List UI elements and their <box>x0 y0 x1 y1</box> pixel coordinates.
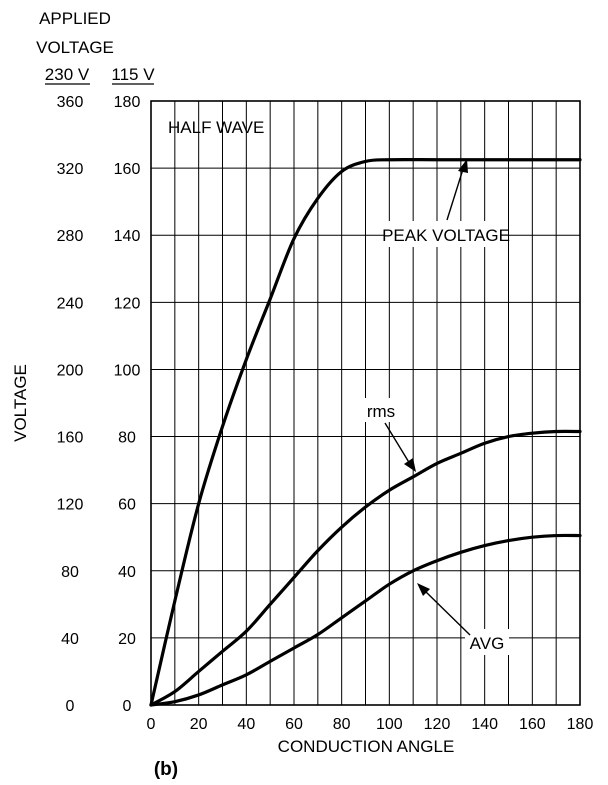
y-tick-label-230v: 0 <box>66 698 75 715</box>
rms-label-bg <box>364 398 398 422</box>
avg-pointer <box>423 589 471 636</box>
peak-voltage-curve <box>149 157 582 707</box>
y-tick-label-230v: 160 <box>57 430 84 447</box>
x-tick-label: 180 <box>567 716 594 733</box>
peak-voltage-pointer <box>446 165 465 221</box>
y-tick-label-115v: 100 <box>114 362 141 379</box>
x-tick-label: 0 <box>147 716 156 733</box>
rms-label: rms <box>367 402 395 421</box>
y-tick-label-230v: 360 <box>57 94 84 111</box>
x-tick-label: 20 <box>190 716 208 733</box>
y-tick-label-115v: 0 <box>123 698 132 715</box>
x-axis-label: CONDUCTION ANGLE <box>278 737 455 756</box>
rms-arrowhead <box>404 458 416 472</box>
y-tick-label-230v: 80 <box>61 564 79 581</box>
y-tick-label-230v: 200 <box>57 362 84 379</box>
avg-curve <box>149 533 582 707</box>
x-tick-label: 160 <box>519 716 546 733</box>
y-tick-label-115v: 180 <box>114 94 141 111</box>
chart-title: HALF WAVE <box>168 118 264 137</box>
avg-label: AVG <box>470 634 505 653</box>
y-tick-label-115v: 140 <box>114 228 141 245</box>
y-tick-label-115v: 80 <box>118 430 136 447</box>
y-tick-label-115v: 20 <box>118 631 136 648</box>
applied-voltage-header-line1: APPLIED <box>39 9 111 28</box>
peak-voltage-arrowhead <box>458 159 468 173</box>
x-tick-label: 100 <box>376 716 403 733</box>
column-header-115v: 115 V <box>111 65 155 84</box>
peak-voltage-annotation: PEAK VOLTAGE <box>382 159 510 247</box>
y-axis-label: VOLTAGE <box>11 364 30 442</box>
x-tick-label: 60 <box>285 716 303 733</box>
y-tick-label-115v: 160 <box>114 161 141 178</box>
y-tick-label-230v: 240 <box>57 295 84 312</box>
x-tick-label: 40 <box>237 716 255 733</box>
x-tick-label: 80 <box>333 716 351 733</box>
column-header-230v: 230 V <box>45 65 90 84</box>
y-tick-label-115v: 40 <box>118 564 136 581</box>
y-tick-label-230v: 120 <box>57 497 84 514</box>
x-tick-label: 140 <box>471 716 498 733</box>
applied-voltage-header-line2: VOLTAGE <box>36 38 114 57</box>
avg-annotation: AVG <box>417 583 509 655</box>
rms-pointer <box>384 422 411 465</box>
avg-arrowhead <box>417 583 430 596</box>
y-tick-label-115v: 60 <box>118 497 136 514</box>
y-tick-label-230v: 320 <box>57 161 84 178</box>
x-tick-label: 120 <box>424 716 451 733</box>
rms-curve <box>149 429 582 707</box>
rms-annotation: rms <box>364 398 416 472</box>
avg-label-bg <box>465 629 509 655</box>
y-tick-label-230v: 280 <box>57 228 84 245</box>
panel-label: (b) <box>154 759 178 780</box>
peak-voltage-label: PEAK VOLTAGE <box>382 226 510 245</box>
peak-voltage-label-bg <box>384 221 508 247</box>
y-tick-label-115v: 120 <box>114 295 141 312</box>
y-tick-label-230v: 40 <box>61 631 79 648</box>
